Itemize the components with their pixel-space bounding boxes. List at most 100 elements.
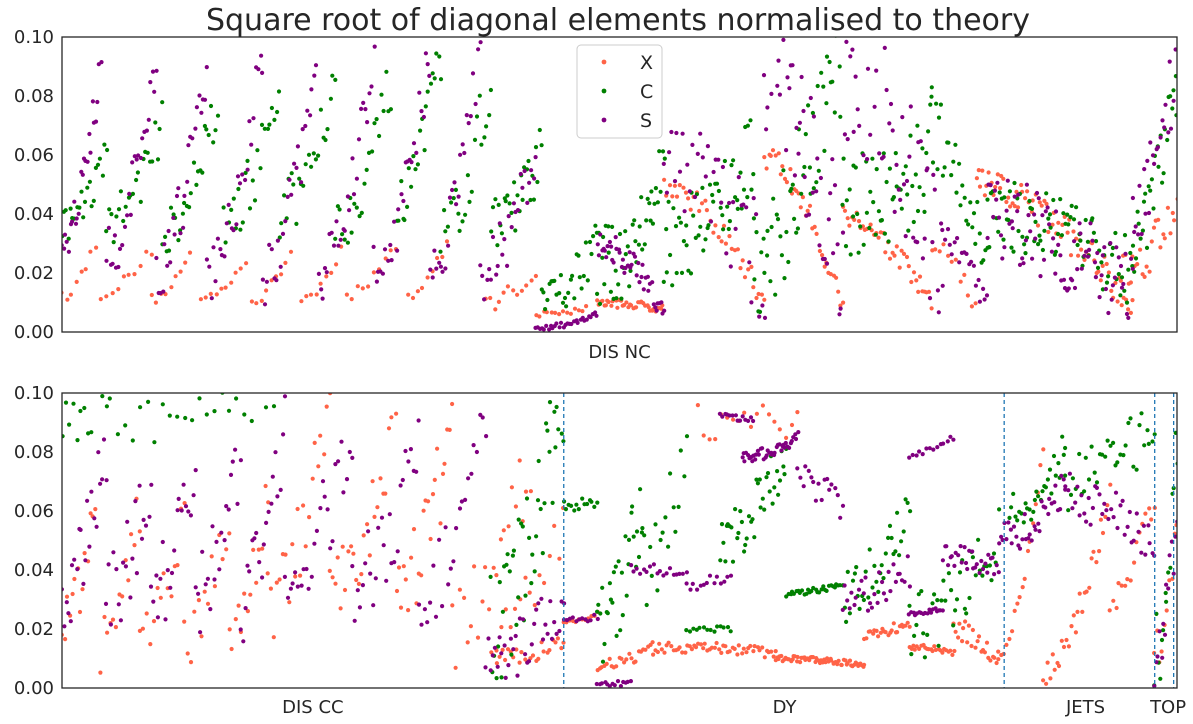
point-x <box>1025 548 1031 554</box>
point-x <box>80 587 85 592</box>
point-c <box>625 244 630 249</box>
point-x <box>965 293 971 298</box>
point-s <box>783 440 788 446</box>
point-s <box>952 563 957 569</box>
point-c <box>529 581 534 586</box>
point-s <box>1147 541 1152 546</box>
point-x <box>1100 530 1106 536</box>
point-x <box>403 577 408 582</box>
point-c <box>935 598 940 603</box>
point-x <box>986 170 991 175</box>
point-s <box>596 253 602 258</box>
point-s <box>1109 297 1114 302</box>
point-x <box>185 651 190 656</box>
point-s <box>1088 221 1093 226</box>
point-s <box>612 683 617 688</box>
point-x <box>1045 660 1050 665</box>
point-c <box>601 234 606 240</box>
point-x <box>242 591 247 596</box>
point-s <box>935 445 940 450</box>
point-s <box>853 74 858 79</box>
point-x <box>64 594 70 599</box>
point-c <box>762 507 767 512</box>
point-s <box>638 571 643 576</box>
point-s <box>313 63 319 68</box>
point-s <box>645 274 651 279</box>
point-c <box>649 573 654 579</box>
point-x <box>1038 463 1043 468</box>
point-c <box>743 542 748 548</box>
group-label: DIS NC <box>588 342 650 363</box>
point-s <box>334 219 339 224</box>
point-s <box>169 570 175 576</box>
point-s <box>920 256 926 261</box>
point-x <box>633 659 638 664</box>
point-c <box>725 625 731 630</box>
point-s <box>799 74 804 80</box>
point-s <box>419 109 424 114</box>
point-s <box>740 455 745 460</box>
point-c <box>499 231 504 236</box>
point-x <box>98 297 103 302</box>
point-x <box>693 645 699 650</box>
point-s <box>454 526 459 531</box>
point-c <box>935 167 940 172</box>
point-c <box>1053 473 1058 478</box>
point-s <box>594 313 599 318</box>
point-x <box>903 623 908 628</box>
point-s <box>190 136 195 141</box>
point-x <box>307 515 312 520</box>
point-c <box>611 570 617 575</box>
point-s <box>1162 632 1168 637</box>
point-s <box>511 201 516 206</box>
point-s <box>488 277 493 282</box>
point-x <box>236 603 241 608</box>
point-c <box>775 217 781 222</box>
point-s <box>986 552 991 557</box>
point-s <box>523 652 528 657</box>
point-c <box>313 157 318 162</box>
point-x <box>378 476 383 481</box>
point-s <box>1160 118 1165 123</box>
point-x <box>825 656 830 661</box>
point-c <box>357 214 362 219</box>
point-s <box>127 191 132 196</box>
point-s <box>422 607 427 612</box>
point-s <box>356 137 362 142</box>
point-s <box>1067 471 1072 476</box>
point-s <box>1092 260 1098 265</box>
point-c <box>592 504 597 509</box>
point-s <box>1155 654 1160 659</box>
point-s <box>927 296 933 301</box>
point-x <box>1019 182 1024 188</box>
point-x <box>1052 667 1057 672</box>
point-c <box>1058 197 1063 202</box>
point-s <box>104 258 109 263</box>
point-s <box>1077 513 1082 518</box>
point-x <box>72 576 77 582</box>
point-x <box>754 295 759 301</box>
point-x <box>1039 203 1044 208</box>
point-s <box>896 187 901 192</box>
point-s <box>339 439 344 444</box>
point-s <box>653 305 658 310</box>
point-c <box>539 143 544 148</box>
point-x <box>266 500 271 505</box>
point-x <box>494 661 499 666</box>
point-s <box>304 566 309 572</box>
point-x <box>909 279 914 285</box>
point-s <box>704 580 709 586</box>
point-c <box>721 540 726 545</box>
point-s <box>1097 492 1102 497</box>
point-s <box>707 573 713 578</box>
point-c <box>953 608 958 613</box>
point-x <box>183 260 188 265</box>
point-c <box>1118 293 1123 298</box>
point-s <box>892 209 897 214</box>
point-s <box>319 287 324 292</box>
point-s <box>1171 98 1176 103</box>
point-s <box>639 274 644 280</box>
point-c <box>989 578 994 583</box>
point-c <box>755 481 761 486</box>
point-c <box>794 230 799 235</box>
